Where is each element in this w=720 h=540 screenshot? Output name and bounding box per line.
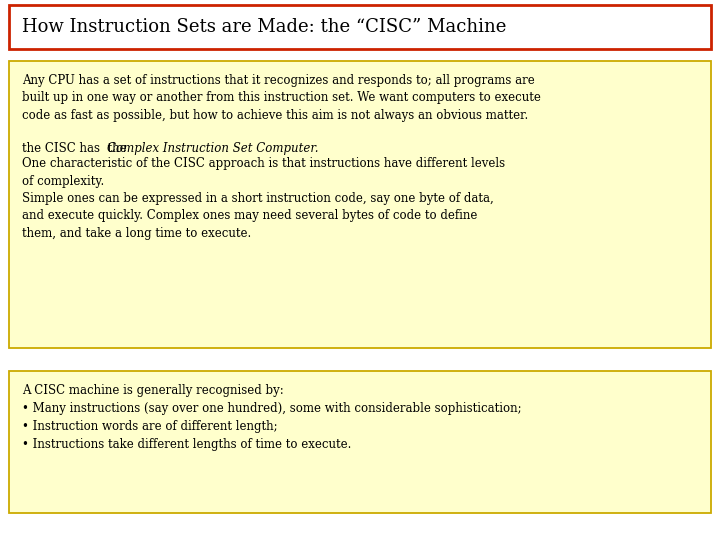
Text: Complex Instruction Set Computer.: Complex Instruction Set Computer. [107,142,318,155]
Text: A CISC machine is generally recognised by:
• Many instructions (say over one hun: A CISC machine is generally recognised b… [22,384,521,451]
FancyBboxPatch shape [9,5,711,49]
Text: the CISC has  the: the CISC has the [22,142,130,155]
Text: How Instruction Sets are Made: the “CISC” Machine: How Instruction Sets are Made: the “CISC… [22,18,506,36]
Text: Any CPU has a set of instructions that it recognizes and responds to; all progra: Any CPU has a set of instructions that i… [22,74,541,122]
FancyBboxPatch shape [9,61,711,348]
FancyBboxPatch shape [9,371,711,513]
Text: One characteristic of the CISC approach is that instructions have different leve: One characteristic of the CISC approach … [22,157,505,240]
